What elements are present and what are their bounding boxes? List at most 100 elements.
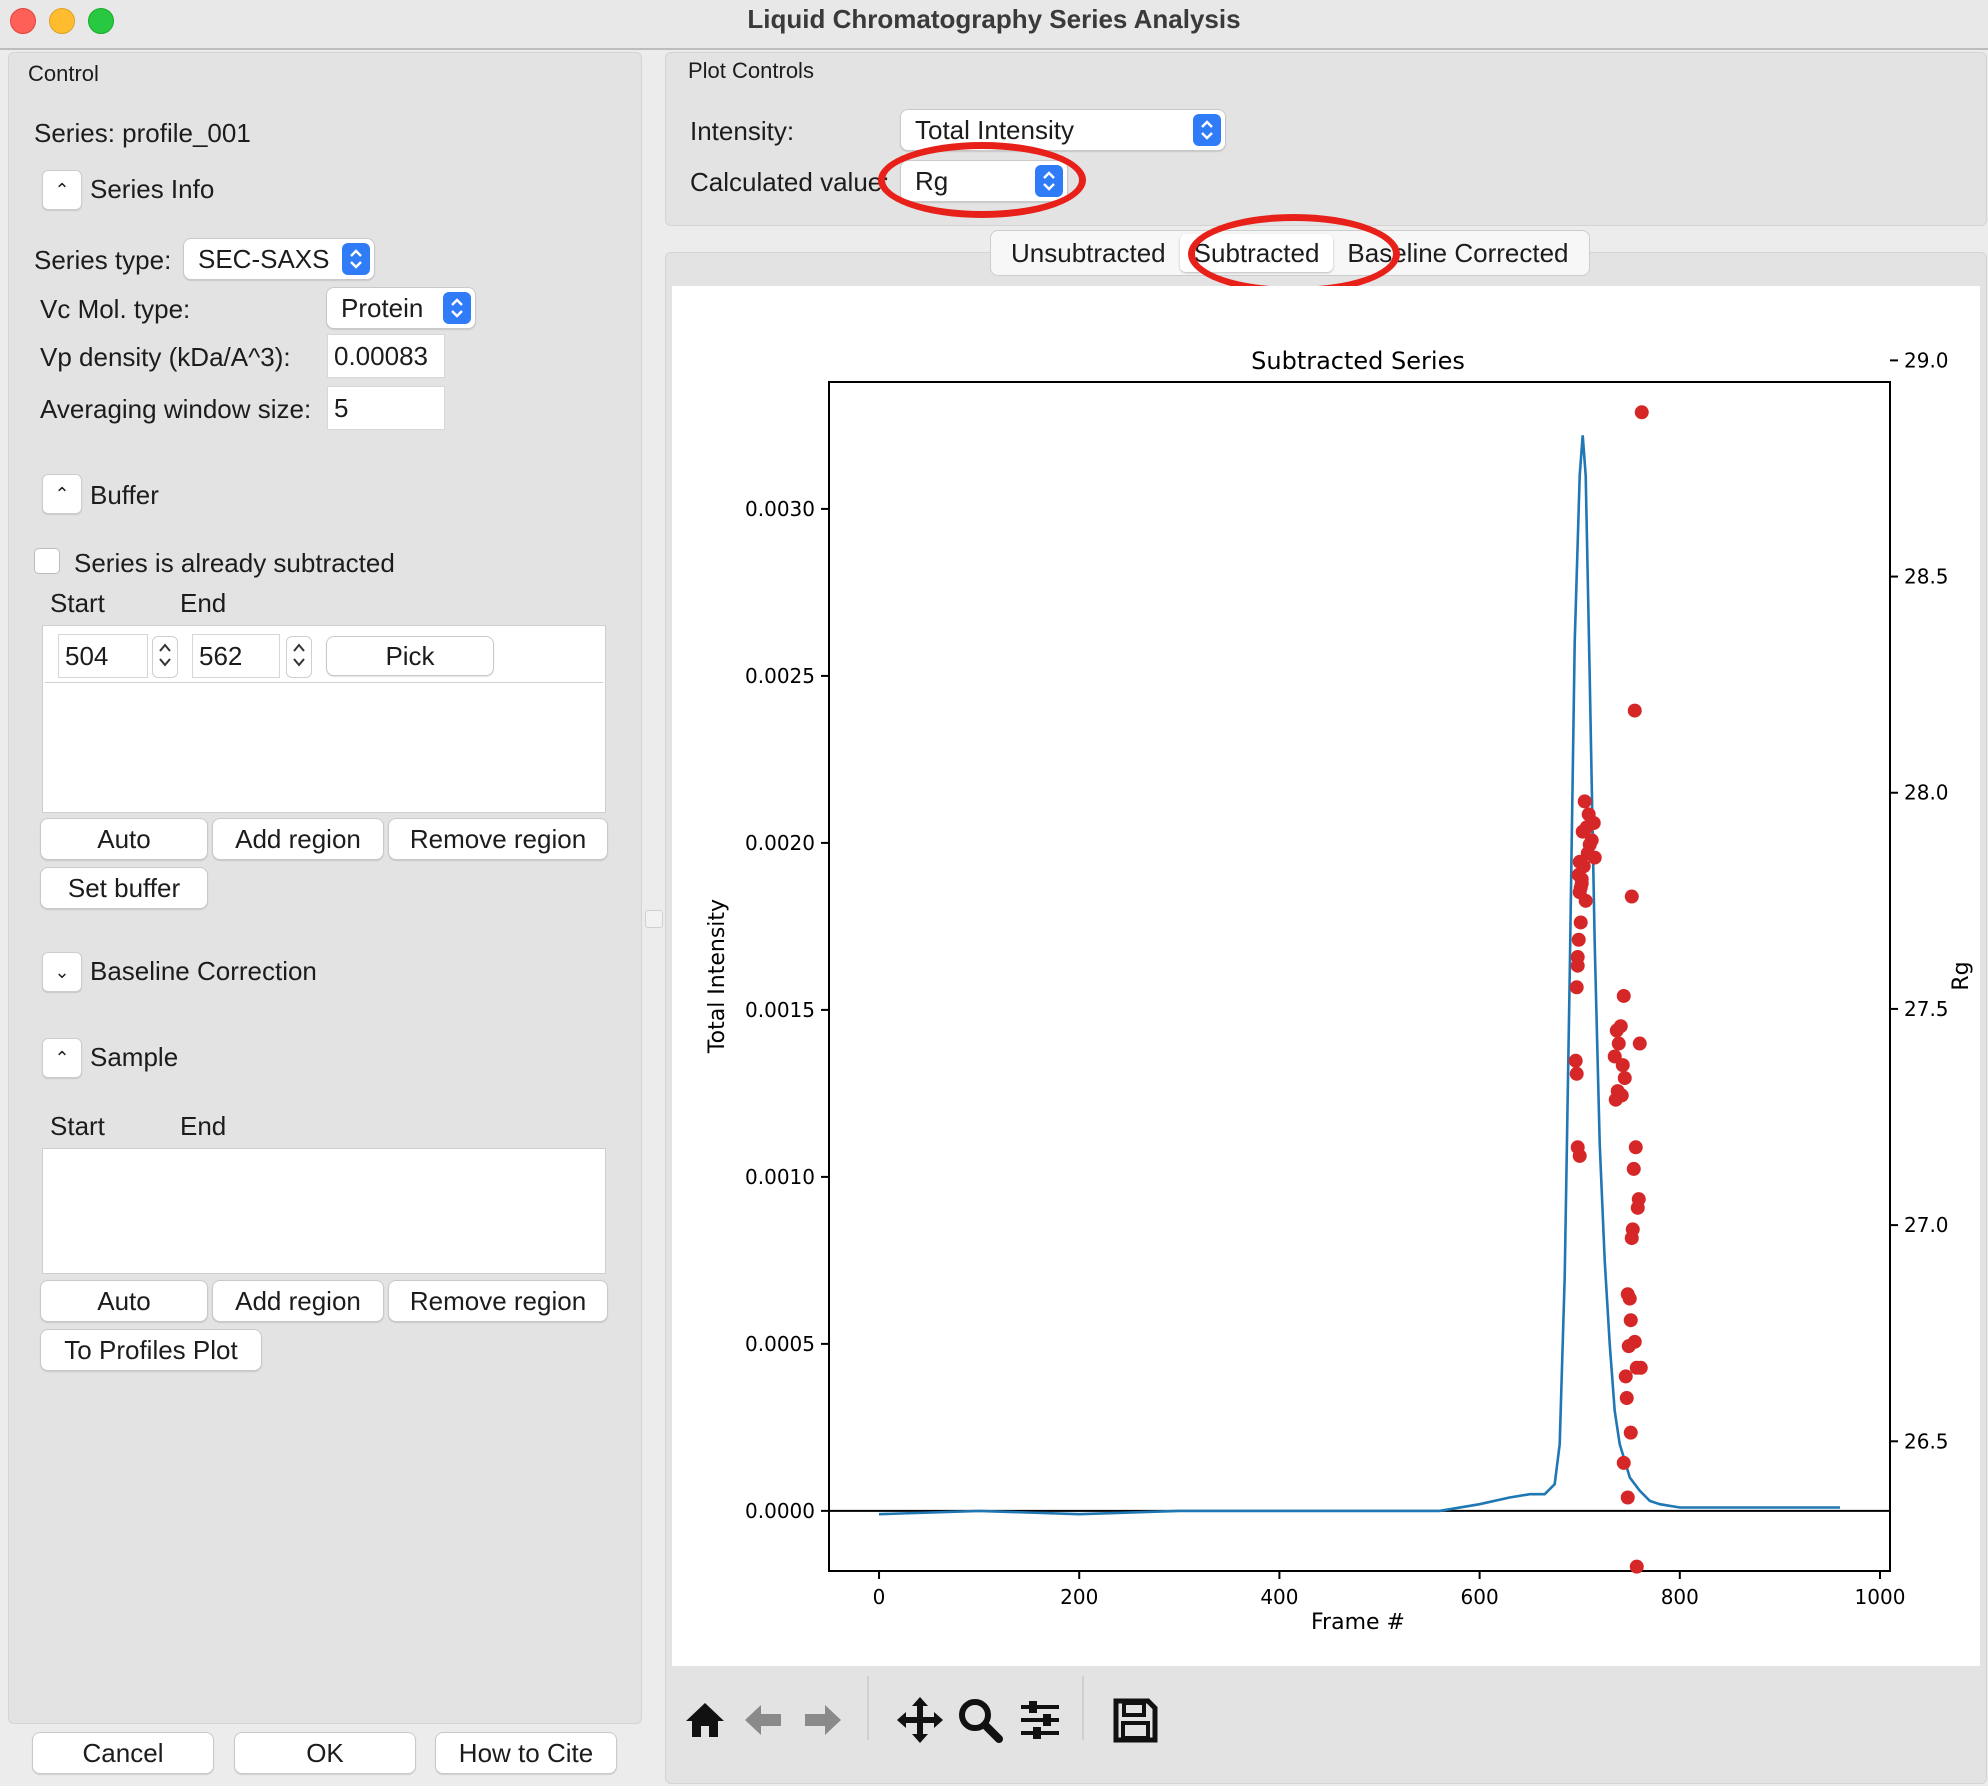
set-buffer-button[interactable]: Set buffer <box>40 867 208 909</box>
control-group-title: Control <box>28 61 99 86</box>
buffer-collapse-button[interactable]: ⌃ <box>42 474 82 514</box>
rg-data-point <box>1615 1058 1630 1073</box>
plot-controls-group-title: Plot Controls <box>688 58 814 83</box>
rg-data-point <box>1616 1455 1631 1470</box>
y2-tick-label: 28.0 <box>1904 781 1949 805</box>
minimize-window-button[interactable] <box>49 8 75 34</box>
sample-region-list <box>42 1148 606 1274</box>
splitter-handle[interactable] <box>645 910 663 928</box>
chart-title: Subtracted Series <box>1251 347 1465 375</box>
x-axis-label: Frame # <box>1311 1610 1405 1635</box>
ok-button[interactable]: OK <box>234 1732 416 1774</box>
already-subtracted-label: Series is already subtracted <box>74 548 395 578</box>
pick-buffer-button[interactable]: Pick <box>326 636 494 676</box>
y-tick-label: 0.0005 <box>745 1332 815 1356</box>
save-icon[interactable] <box>1110 1695 1160 1745</box>
rg-data-point <box>1586 816 1601 831</box>
rg-data-point <box>1572 1148 1587 1163</box>
buffer-end-input[interactable]: 562 <box>192 634 280 678</box>
forward-arrow-icon[interactable] <box>797 1695 847 1745</box>
y-tick-label: 0.0020 <box>745 831 815 855</box>
x-tick-label: 800 <box>1661 1585 1699 1609</box>
window-title: Liquid Chromatography Series Analysis <box>747 4 1241 34</box>
rg-data-point <box>1633 1360 1648 1375</box>
rg-data-point <box>1574 872 1589 887</box>
stepper-arrows-icon <box>292 640 306 675</box>
series-type-label: Series type: <box>34 245 172 275</box>
plot-area-frame <box>828 381 1891 1572</box>
x-tick-label: 1000 <box>1855 1585 1906 1609</box>
window-title-bar: Liquid Chromatography Series Analysis <box>0 0 1988 50</box>
already-subtracted-checkbox[interactable] <box>34 548 60 574</box>
baseline-correction-expand-button[interactable]: ⌄ <box>42 952 82 992</box>
back-arrow-icon[interactable] <box>739 1695 789 1745</box>
buffer-remove-region-button[interactable]: Remove region <box>388 818 608 860</box>
cancel-button[interactable]: Cancel <box>32 1732 214 1774</box>
sample-section-title: Sample <box>90 1042 179 1072</box>
rg-data-point <box>1613 1019 1628 1034</box>
x-tick-label: 600 <box>1461 1585 1499 1609</box>
rg-data-point <box>1570 958 1585 973</box>
sample-remove-region-button[interactable]: Remove region <box>388 1280 608 1322</box>
vc-mol-type-label: Vc Mol. type: <box>40 294 191 324</box>
pan-icon[interactable] <box>895 1695 945 1745</box>
rg-data-point <box>1568 1053 1583 1068</box>
rg-data-point <box>1569 1066 1584 1081</box>
chevron-up-icon: ⌃ <box>54 483 70 504</box>
rg-data-point <box>1611 1036 1626 1051</box>
series-info-section-title: Series Info <box>90 174 215 204</box>
averaging-window-input[interactable]: 5 <box>327 386 445 430</box>
zoom-window-button[interactable] <box>88 8 114 34</box>
how-to-cite-button[interactable]: How to Cite <box>435 1732 617 1774</box>
series-info-collapse-button[interactable]: ⌃ <box>42 170 82 210</box>
sample-auto-button[interactable]: Auto <box>40 1280 208 1322</box>
chevron-up-icon: ⌃ <box>54 1047 70 1068</box>
up-down-chevron-icon <box>342 243 370 275</box>
rg-data-point <box>1587 850 1602 865</box>
buffer-start-header: Start <box>50 588 105 618</box>
up-down-chevron-icon <box>443 292 471 324</box>
buffer-end-stepper[interactable] <box>286 636 312 678</box>
y2-axis-label: Rg <box>1949 961 1974 990</box>
y2-tick-label: 26.5 <box>1904 1429 1949 1453</box>
toolbar-separator <box>867 1676 869 1740</box>
buffer-start-input[interactable]: 504 <box>58 634 148 678</box>
rg-data-point <box>1584 833 1599 848</box>
rg-data-point <box>1623 1313 1638 1328</box>
zoom-icon[interactable] <box>955 1695 1005 1745</box>
rg-data-point <box>1618 1369 1633 1384</box>
rg-data-point <box>1577 794 1592 809</box>
stepper-arrows-icon <box>158 640 172 675</box>
annotation-ring-subtracted-tab <box>1188 214 1400 294</box>
tab-unsubtracted[interactable]: Unsubtracted <box>1011 237 1166 268</box>
sample-collapse-button[interactable]: ⌃ <box>42 1038 82 1078</box>
up-down-chevron-icon <box>1193 114 1221 146</box>
y2-tick-label: 28.5 <box>1904 565 1949 589</box>
rg-data-point <box>1617 1071 1632 1086</box>
chart-figure: Subtracted Series 0 200 400 600 800 1000 0.000… <box>672 286 1980 1666</box>
total-intensity-line <box>878 435 1840 1516</box>
close-window-button[interactable] <box>10 8 36 34</box>
averaging-window-label: Averaging window size: <box>40 394 312 424</box>
buffer-start-stepper[interactable] <box>152 636 178 678</box>
sample-add-region-button[interactable]: Add region <box>212 1280 384 1322</box>
x-tick-label: 400 <box>1260 1585 1298 1609</box>
plot-controls-panel <box>665 52 1987 226</box>
chevron-up-icon: ⌃ <box>54 179 70 200</box>
toolbar-separator <box>1082 1676 1084 1740</box>
y2-tick-label: 29.0 <box>1904 348 1949 372</box>
rg-data-point <box>1572 885 1587 900</box>
configure-icon[interactable] <box>1015 1695 1065 1745</box>
rg-data-point <box>1632 1036 1647 1051</box>
vp-density-input[interactable]: 0.00083 <box>327 334 445 378</box>
rg-data-point <box>1573 915 1588 930</box>
y-tick-label: 0.0000 <box>745 1499 815 1523</box>
rg-data-point <box>1616 988 1631 1003</box>
series-name-label: Series: profile_001 <box>34 118 251 148</box>
to-profiles-plot-button[interactable]: To Profiles Plot <box>40 1329 262 1371</box>
home-icon[interactable] <box>680 1695 730 1745</box>
series-type-select[interactable]: SEC-SAXS <box>183 238 375 280</box>
vc-mol-type-select[interactable]: Protein <box>326 287 476 329</box>
buffer-auto-button[interactable]: Auto <box>40 818 208 860</box>
buffer-add-region-button[interactable]: Add region <box>212 818 384 860</box>
